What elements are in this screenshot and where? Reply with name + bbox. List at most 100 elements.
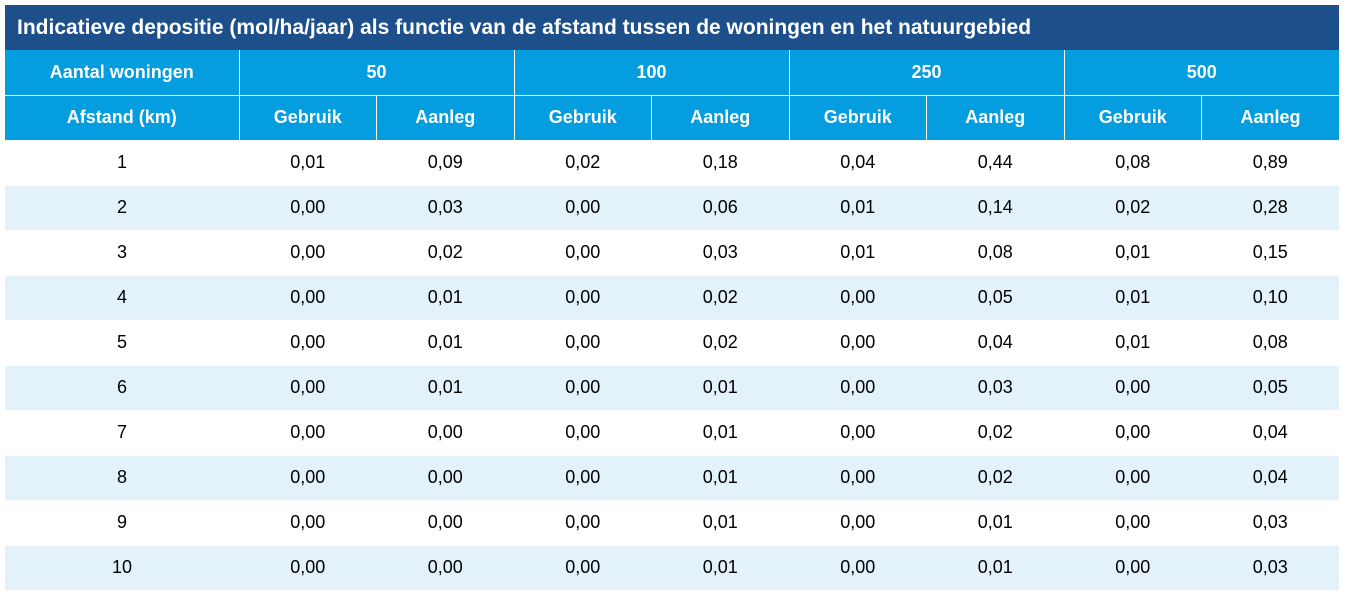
cell-value: 0,02: [376, 230, 514, 276]
cell-value: 0,08: [1201, 320, 1340, 366]
header-aanleg: Aanleg: [1201, 95, 1340, 141]
header-row-subcolumns: Afstand (km) Gebruik Aanleg Gebruik Aanl…: [5, 95, 1340, 141]
table-row: 10 0,00 0,00 0,00 0,01 0,00 0,01 0,00 0,03: [5, 545, 1340, 591]
header-aanleg: Aanleg: [926, 95, 1065, 141]
cell-value: 0,18: [651, 140, 790, 186]
cell-value: 0,02: [651, 275, 790, 321]
cell-value: 0,06: [651, 185, 790, 231]
cell-value: 0,00: [376, 500, 514, 546]
cell-value: 0,04: [1201, 410, 1340, 456]
cell-afstand: 8: [5, 455, 239, 501]
cell-value: 0,00: [1064, 365, 1202, 411]
header-gebruik: Gebruik: [239, 95, 377, 141]
cell-value: 0,28: [1201, 185, 1340, 231]
cell-value: 0,89: [1201, 140, 1340, 186]
header-gebruik: Gebruik: [789, 95, 928, 141]
cell-value: 0,00: [789, 275, 927, 321]
header-group-50: 50: [239, 50, 515, 96]
cell-value: 0,01: [789, 185, 927, 231]
cell-value: 0,03: [376, 185, 514, 231]
cell-value: 0,01: [376, 365, 514, 411]
cell-value: 0,00: [376, 545, 514, 591]
header-aanleg: Aanleg: [376, 95, 515, 141]
cell-value: 0,03: [926, 365, 1065, 411]
cell-value: 0,03: [1201, 545, 1340, 591]
cell-value: 0,00: [514, 410, 652, 456]
cell-value: 0,00: [514, 365, 652, 411]
cell-value: 0,00: [239, 230, 377, 276]
cell-value: 0,00: [514, 185, 652, 231]
cell-value: 0,05: [1201, 365, 1340, 411]
cell-value: 0,02: [926, 455, 1065, 501]
cell-value: 0,04: [1201, 455, 1340, 501]
cell-value: 0,01: [1064, 230, 1202, 276]
cell-value: 0,04: [926, 320, 1065, 366]
header-aanleg: Aanleg: [651, 95, 790, 141]
cell-value: 0,01: [651, 545, 790, 591]
table-row: 9 0,00 0,00 0,00 0,01 0,00 0,01 0,00 0,03: [5, 500, 1340, 546]
cell-value: 0,01: [651, 410, 790, 456]
cell-value: 0,00: [514, 545, 652, 591]
cell-value: 0,00: [514, 320, 652, 366]
cell-value: 0,09: [376, 140, 514, 186]
cell-value: 0,01: [1064, 275, 1202, 321]
cell-value: 0,10: [1201, 275, 1340, 321]
cell-value: 0,00: [789, 410, 927, 456]
cell-value: 0,08: [926, 230, 1065, 276]
cell-value: 0,00: [789, 545, 927, 591]
table-container: Indicatieve depositie (mol/ha/jaar) als …: [5, 5, 1340, 591]
cell-value: 0,00: [514, 275, 652, 321]
cell-value: 0,01: [651, 455, 790, 501]
cell-value: 0,00: [239, 320, 377, 366]
cell-value: 0,00: [239, 500, 377, 546]
cell-value: 0,00: [1064, 410, 1202, 456]
cell-value: 0,00: [789, 500, 927, 546]
cell-value: 0,15: [1201, 230, 1340, 276]
cell-value: 0,14: [926, 185, 1065, 231]
cell-value: 0,05: [926, 275, 1065, 321]
cell-value: 0,00: [239, 410, 377, 456]
cell-value: 0,00: [239, 545, 377, 591]
cell-value: 0,01: [926, 500, 1065, 546]
cell-afstand: 1: [5, 140, 239, 186]
table-row: 7 0,00 0,00 0,00 0,01 0,00 0,02 0,00 0,04: [5, 410, 1340, 456]
cell-value: 0,02: [926, 410, 1065, 456]
cell-afstand: 4: [5, 275, 239, 321]
header-group-500: 500: [1064, 50, 1340, 96]
header-gebruik: Gebruik: [514, 95, 652, 141]
cell-value: 0,00: [1064, 455, 1202, 501]
cell-afstand: 10: [5, 545, 239, 591]
cell-afstand: 9: [5, 500, 239, 546]
table-row: 8 0,00 0,00 0,00 0,01 0,00 0,02 0,00 0,04: [5, 455, 1340, 501]
table-body: 1 0,01 0,09 0,02 0,18 0,04 0,44 0,08 0,89 2 0,00 0,…: [5, 140, 1340, 591]
cell-value: 0,01: [926, 545, 1065, 591]
cell-value: 0,01: [239, 140, 377, 186]
cell-value: 0,00: [1064, 545, 1202, 591]
cell-afstand: 6: [5, 365, 239, 411]
header-aantal-woningen: Aantal woningen: [5, 50, 240, 96]
cell-value: 0,08: [1064, 140, 1202, 186]
cell-value: 0,00: [239, 275, 377, 321]
table-title: Indicatieve depositie (mol/ha/jaar) als …: [5, 5, 1339, 50]
cell-value: 0,01: [651, 365, 790, 411]
cell-value: 0,01: [376, 275, 514, 321]
cell-value: 0,00: [514, 455, 652, 501]
cell-value: 0,01: [789, 230, 927, 276]
table-row: 3 0,00 0,02 0,00 0,03 0,01 0,08 0,01 0,15: [5, 230, 1340, 276]
deposition-table: Aantal woningen 50 100 250 500 Afstand (…: [5, 50, 1340, 591]
table-row: 1 0,01 0,09 0,02 0,18 0,04 0,44 0,08 0,89: [5, 140, 1340, 186]
cell-value: 0,00: [376, 455, 514, 501]
cell-value: 0,04: [789, 140, 927, 186]
cell-value: 0,01: [1064, 320, 1202, 366]
cell-value: 0,02: [1064, 185, 1202, 231]
cell-value: 0,00: [789, 455, 927, 501]
cell-value: 0,00: [239, 365, 377, 411]
cell-value: 0,01: [651, 500, 790, 546]
cell-value: 0,03: [651, 230, 790, 276]
cell-value: 0,00: [239, 455, 377, 501]
cell-value: 0,00: [376, 410, 514, 456]
cell-value: 0,00: [239, 185, 377, 231]
cell-value: 0,00: [1064, 500, 1202, 546]
table-header: Aantal woningen 50 100 250 500 Afstand (…: [5, 50, 1340, 141]
cell-value: 0,03: [1201, 500, 1340, 546]
